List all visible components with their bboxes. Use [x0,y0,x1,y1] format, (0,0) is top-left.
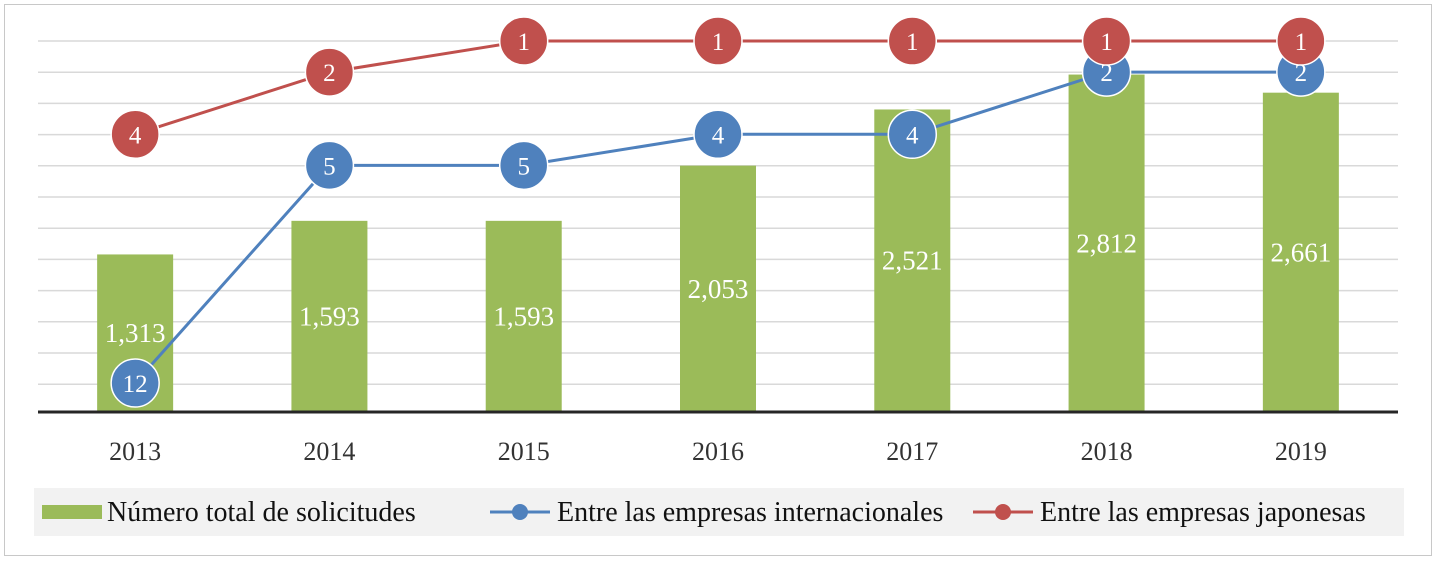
series-data-label: 1 [906,29,919,56]
bar-data-label: 1,593 [299,301,360,331]
x-tick-label: 2014 [303,437,355,466]
x-axis-ticks: 2013 2014 2015 2016 2017 2018 2019 [109,437,1327,466]
legend-background [34,488,1404,536]
series-data-label: 1 [712,29,725,56]
series-marker [498,140,549,191]
x-tick-label: 2016 [692,437,744,466]
series-marker [304,140,355,191]
series-data-label: 1 [517,29,530,56]
series-data-label: 4 [129,122,142,149]
bar [680,165,756,412]
bar-data-label: 2,812 [1076,228,1137,258]
bar-data-label: 2,661 [1270,237,1331,267]
series-marker [693,16,743,66]
series-data-label: 5 [517,153,530,180]
bar-data-label: 2,053 [688,274,749,304]
bar-data-label: 1,593 [493,301,554,331]
bar [874,109,951,412]
legend-swatch-bar [42,505,102,519]
legend-label: Entre las empresas internacionales [557,497,943,528]
bar-data-label: 2,521 [882,246,943,276]
series-marker [887,109,938,160]
series-data-label: 1 [1100,29,1113,56]
x-tick-label: 2018 [1081,437,1133,466]
series-marker [1276,16,1326,66]
series-data-label: 2 [1100,60,1113,87]
series-marker [1081,16,1132,66]
legend-label: Número total de solicitudes [107,497,416,528]
x-tick-label: 2013 [109,437,161,466]
bar-series: 1,313 1,593 1,593 2,053 2,521 2,812 2,661 [97,74,1339,413]
series-marker [693,109,743,160]
series-marker [887,16,938,66]
x-tick-label: 2019 [1275,437,1327,466]
series-data-label: 2 [1295,60,1308,87]
bar [1262,92,1339,413]
series-data-label: 2 [323,60,336,87]
legend: Número total de solicitudes Entre las emp… [34,488,1404,536]
series-marker [304,47,355,97]
legend-label: Entre las empresas japonesas [1040,497,1366,528]
series-data-label: 1 [1295,29,1308,56]
legend-swatch-marker [995,504,1011,520]
bar [1068,74,1145,412]
series-marker [498,16,549,66]
series-marker [110,358,160,408]
bar [485,220,562,412]
series-data-label: 12 [123,371,148,398]
series-data-label: 4 [712,122,725,149]
series-data-label: 5 [323,153,336,180]
series-data-label: 4 [906,122,919,149]
series-marker [110,109,160,160]
line-series: 12 5 5 4 4 2 2 4 2 1 1 1 1 1 [110,16,1326,408]
bar [291,220,368,412]
x-tick-label: 2015 [498,437,550,466]
bar-data-label: 1,313 [105,318,166,348]
x-tick-label: 2017 [886,437,938,466]
legend-swatch-marker [512,504,528,520]
